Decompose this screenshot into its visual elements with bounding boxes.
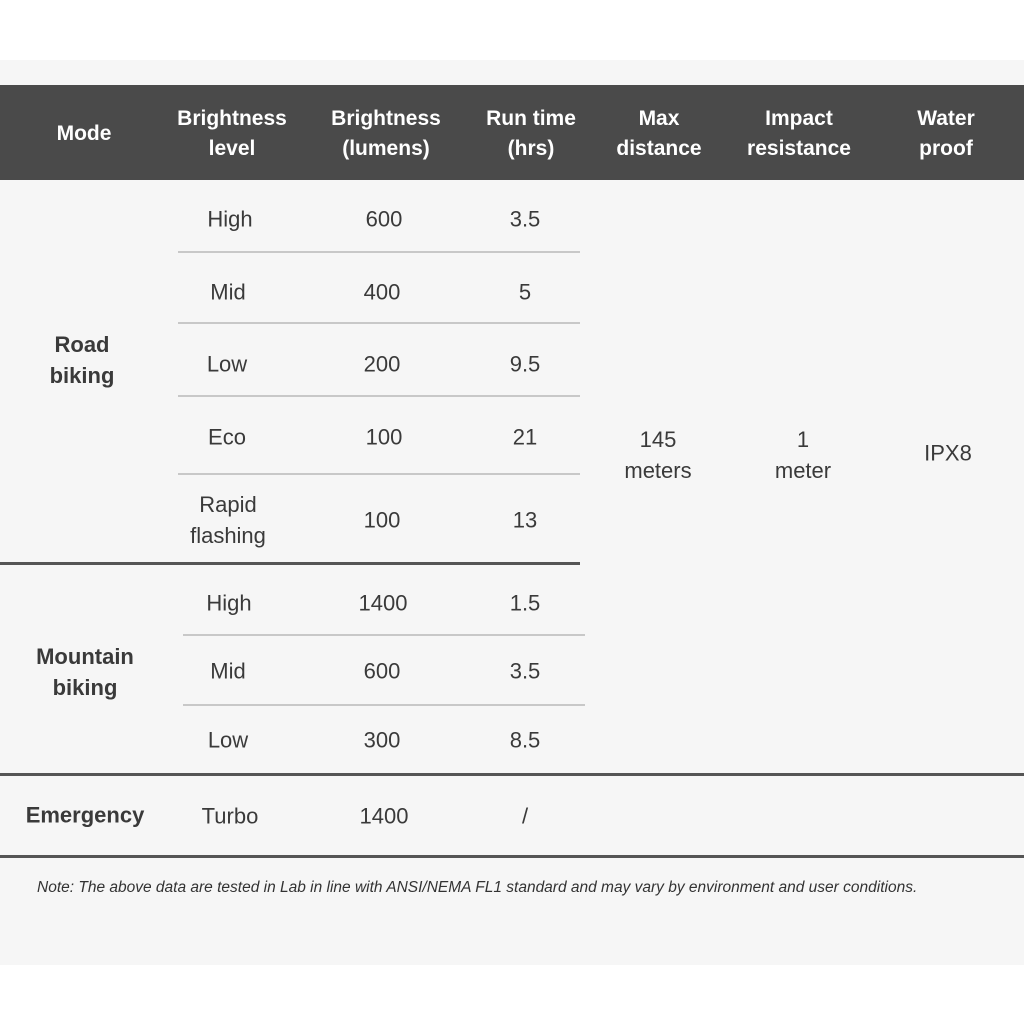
group-divider bbox=[0, 773, 1024, 776]
level-cell: High bbox=[206, 590, 252, 616]
footnote: Note: The above data are tested in Lab i… bbox=[37, 879, 918, 896]
runtime-cell: 5 bbox=[518, 279, 532, 305]
header-run-time: Run time (hrs) bbox=[486, 107, 576, 160]
runtime-cell: 9.5 bbox=[509, 351, 541, 377]
runtime-cell: / bbox=[521, 803, 529, 829]
max-distance-value: 145 meters bbox=[624, 427, 692, 483]
row-divider bbox=[178, 473, 580, 475]
row-divider bbox=[178, 322, 580, 324]
table-header bbox=[0, 85, 1024, 180]
table-panel bbox=[0, 60, 1024, 965]
lumens-cell: 600 bbox=[365, 206, 403, 232]
row-divider bbox=[178, 395, 580, 397]
table-bottom-border bbox=[0, 855, 1024, 858]
row-divider bbox=[183, 634, 585, 636]
level-cell: Low bbox=[207, 727, 249, 753]
mode-road-biking: Road biking bbox=[49, 332, 115, 388]
mode-mountain-biking: Mountain biking bbox=[36, 644, 134, 700]
level-cell: Rapid flashing bbox=[190, 492, 266, 548]
lumens-cell: 100 bbox=[365, 424, 403, 450]
lumens-cell: 100 bbox=[363, 507, 401, 533]
lumens-cell: 300 bbox=[363, 727, 401, 753]
header-brightness-level: Brightness level bbox=[177, 107, 287, 160]
impact-resistance-value: 1 meter bbox=[774, 427, 832, 483]
row-divider bbox=[178, 251, 580, 253]
level-cell: Turbo bbox=[201, 803, 259, 829]
mode-emergency: Emergency bbox=[25, 802, 145, 828]
runtime-cell: 3.5 bbox=[509, 658, 541, 684]
water-proof-value: IPX8 bbox=[924, 440, 972, 466]
lumens-cell: 200 bbox=[363, 351, 401, 377]
lumens-cell: 600 bbox=[363, 658, 401, 684]
header-mode: Mode bbox=[56, 122, 112, 145]
row-divider bbox=[183, 704, 585, 706]
level-cell: Mid bbox=[210, 279, 246, 305]
level-cell: High bbox=[207, 206, 253, 232]
level-cell: Mid bbox=[210, 658, 246, 684]
lumens-cell: 1400 bbox=[359, 803, 409, 829]
runtime-cell: 13 bbox=[512, 507, 538, 533]
lumens-cell: 1400 bbox=[358, 590, 408, 616]
group-divider bbox=[0, 562, 580, 565]
runtime-cell: 8.5 bbox=[509, 727, 541, 753]
runtime-cell: 21 bbox=[512, 424, 538, 450]
lumens-cell: 400 bbox=[363, 279, 401, 305]
level-cell: Low bbox=[206, 351, 248, 377]
header-max-distance: Max distance bbox=[616, 107, 702, 160]
header-impact-resistance: Impact resistance bbox=[747, 107, 851, 160]
level-cell: Eco bbox=[208, 424, 246, 450]
runtime-cell: 1.5 bbox=[509, 590, 541, 616]
header-water-proof: Water proof bbox=[917, 107, 975, 160]
runtime-cell: 3.5 bbox=[509, 206, 541, 232]
header-brightness-lumens: Brightness (lumens) bbox=[331, 107, 441, 160]
